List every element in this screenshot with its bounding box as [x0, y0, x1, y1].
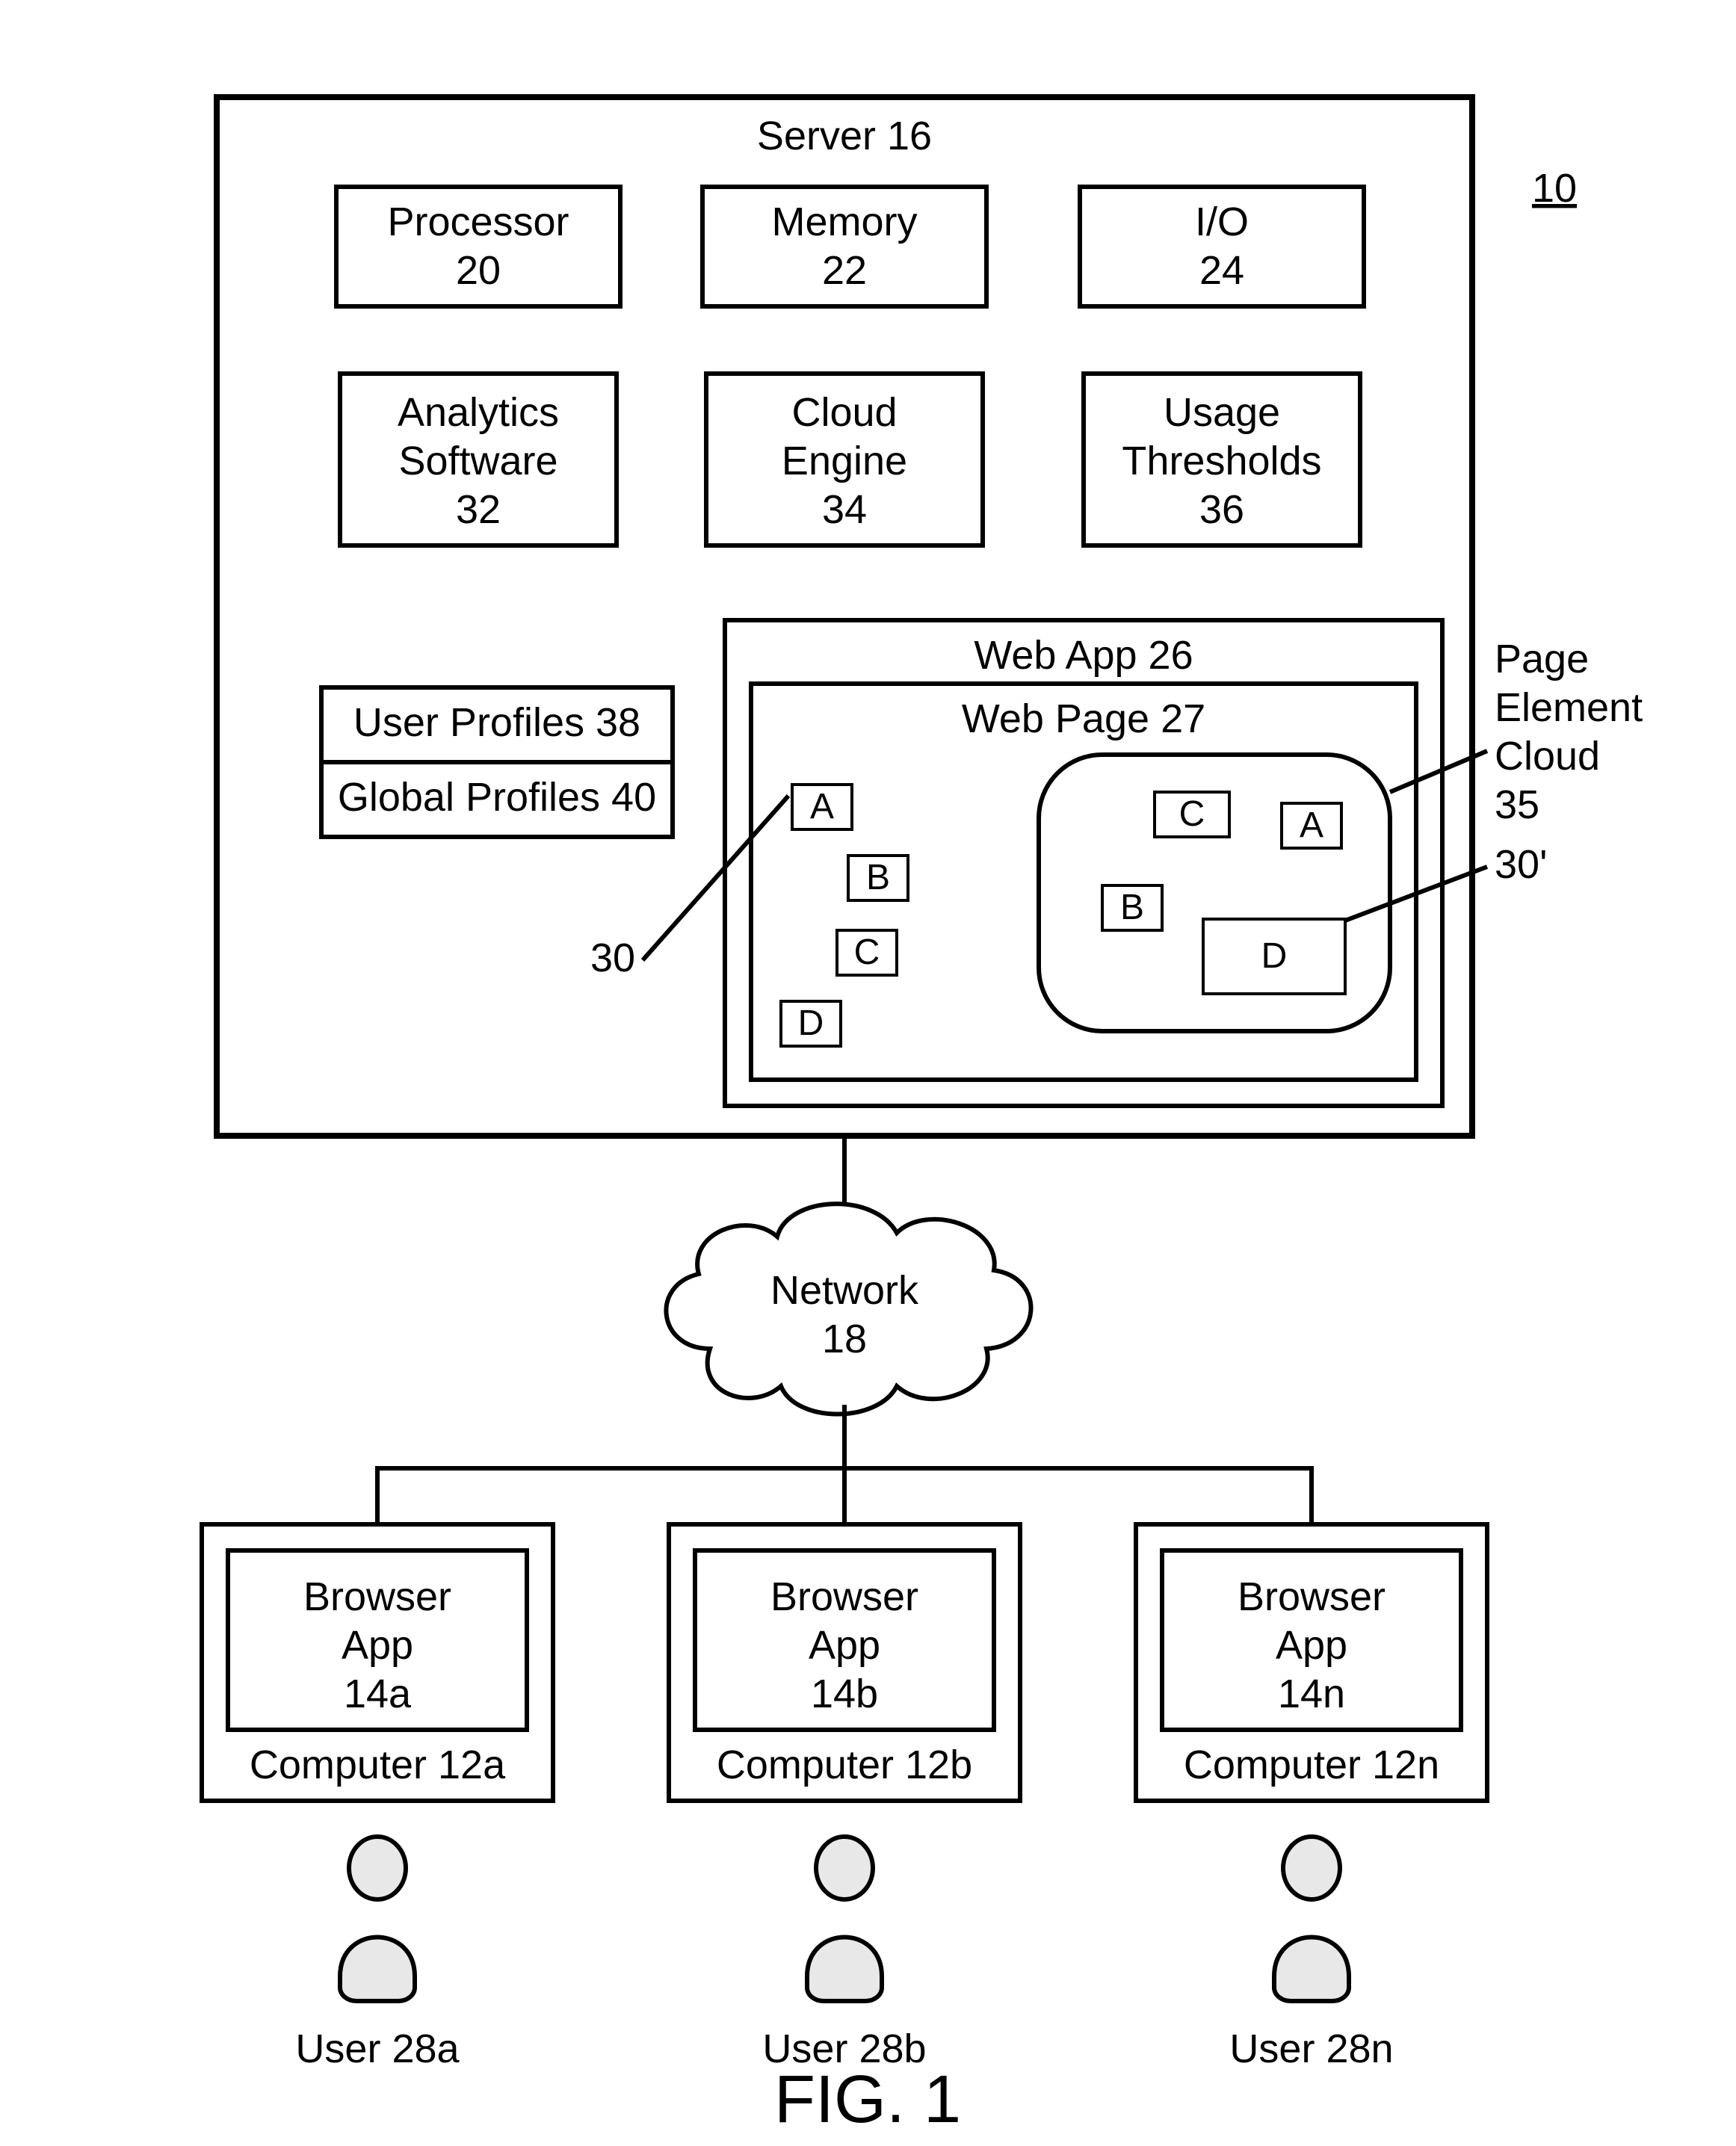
global-profiles-label: Global Profiles 40: [338, 775, 656, 820]
th-ref: 36: [1199, 487, 1244, 532]
client-1: Browser App 14a Computer 12a User 28a: [202, 1524, 553, 2071]
th-l1: Usage: [1164, 390, 1280, 435]
elem-c-left-lbl: C: [854, 933, 880, 972]
ce-ref: 34: [822, 487, 867, 532]
web-app-title: Web App 26: [974, 633, 1193, 678]
pec-l2: Element: [1495, 685, 1643, 730]
pec-ref: 35: [1495, 782, 1539, 827]
memory-ref: 22: [822, 248, 867, 293]
network-ref: 18: [822, 1317, 867, 1361]
conn-cloud-c3: [844, 1405, 1312, 1524]
computer-label: Computer 12a: [250, 1743, 506, 1787]
computer-label: Computer 12b: [717, 1743, 972, 1787]
browser-l2: App: [809, 1623, 880, 1668]
browser-ref: 14n: [1278, 1672, 1345, 1716]
analytics-ref: 32: [456, 487, 501, 532]
ce-l2: Engine: [782, 439, 907, 483]
browser-ref: 14b: [811, 1672, 878, 1716]
elem-d-left-lbl: D: [798, 1004, 824, 1043]
system-ref: 10: [1532, 166, 1577, 211]
figure-caption: FIG. 1: [774, 2062, 961, 2137]
elem-a-left-lbl: A: [810, 787, 834, 826]
processor-label: Processor: [387, 200, 569, 244]
th-l2: Thresholds: [1122, 439, 1321, 483]
browser-l2: App: [1276, 1623, 1347, 1668]
ce-l1: Cloud: [791, 390, 897, 435]
client-3: Browser App 14n Computer 12n User 28n: [1136, 1524, 1487, 2071]
elem-c-cloud-lbl: C: [1179, 794, 1205, 834]
web-page-title: Web Page 27: [962, 696, 1205, 741]
network-label: Network: [770, 1268, 919, 1313]
ref-30: 30: [590, 936, 635, 980]
user-label: User 28a: [295, 2026, 460, 2071]
io-ref: 24: [1199, 248, 1244, 293]
analytics-l2: Software: [398, 439, 557, 483]
browser-ref: 14a: [344, 1672, 412, 1716]
browser-l1: Browser: [303, 1574, 451, 1619]
pec-l1: Page: [1495, 637, 1589, 681]
elem-b-cloud-lbl: B: [1120, 888, 1144, 927]
browser-l2: App: [342, 1623, 413, 1668]
client-2: Browser App 14b Computer 12b User 28b: [669, 1524, 1020, 2071]
user-label: User 28n: [1229, 2026, 1393, 2071]
memory-label: Memory: [771, 200, 917, 244]
browser-l1: Browser: [1238, 1574, 1386, 1619]
conn-cloud-c1: [377, 1405, 844, 1524]
io-label: I/O: [1195, 200, 1249, 244]
analytics-l1: Analytics: [398, 390, 559, 435]
browser-l1: Browser: [770, 1574, 918, 1619]
elem-b-left-lbl: B: [866, 858, 890, 897]
elem-a-cloud-lbl: A: [1300, 805, 1323, 845]
ref-30p: 30': [1495, 842, 1547, 887]
processor-ref: 20: [456, 248, 501, 293]
computer-label: Computer 12n: [1184, 1743, 1439, 1787]
pec-l3: Cloud: [1495, 734, 1600, 779]
elem-d-cloud-lbl: D: [1261, 936, 1288, 976]
server-title: Server 16: [757, 114, 932, 158]
user-profiles-label: User Profiles 38: [353, 700, 640, 745]
